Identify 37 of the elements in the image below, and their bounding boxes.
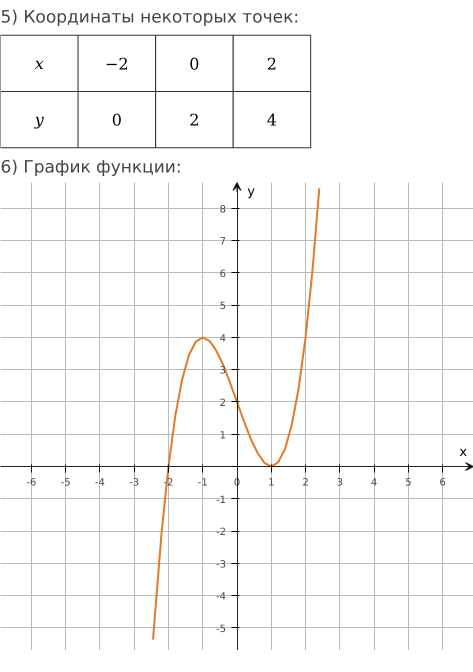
- y-tick-label: 2: [220, 398, 226, 409]
- x-tick-label: 2: [302, 478, 309, 489]
- x-tick-label: 5: [405, 478, 412, 489]
- text: 4: [266, 110, 277, 130]
- y-tick-label: 1: [220, 430, 226, 442]
- y-tick-label: 6: [220, 268, 226, 280]
- x-tick-label: -4: [94, 478, 105, 489]
- y-tick-label: 5: [220, 301, 226, 312]
- text: 0: [189, 54, 200, 74]
- y-tick-label: 7: [220, 236, 226, 248]
- x-tick-label: -1: [198, 478, 208, 489]
- y-tick-label: 4: [220, 333, 226, 344]
- x-tick-label: 1: [268, 478, 274, 489]
- text: x: [34, 54, 44, 73]
- y-tick-label: -5: [216, 624, 226, 635]
- x-axis-title: x: [459, 445, 468, 460]
- text: −2: [105, 54, 129, 74]
- text: y: [34, 110, 45, 130]
- x-tick-label: -6: [26, 478, 36, 489]
- y-tick-label: -4: [216, 592, 226, 603]
- x-tick-label: 4: [370, 478, 378, 489]
- x-tick-label: 6: [439, 478, 446, 489]
- y-tick-label: -3: [216, 559, 226, 570]
- x-tick-label: -3: [129, 478, 140, 489]
- y-tick-label: 8: [220, 204, 226, 216]
- chart-title: 6) График функции:: [0, 158, 182, 178]
- text: 5) Координаты некоторых точек:: [0, 8, 300, 28]
- x-tick-label: 3: [336, 478, 344, 489]
- y-tick-label: -1: [216, 494, 226, 506]
- text: 2: [266, 54, 277, 74]
- x-tick-label: -5: [60, 478, 71, 489]
- y-tick-label: -2: [216, 527, 226, 538]
- line-series: [152, 187, 320, 641]
- text: 2: [189, 110, 200, 130]
- y-tick-label: 3: [220, 366, 226, 377]
- y-axis-title: y: [247, 184, 256, 200]
- text: 0: [112, 110, 122, 130]
